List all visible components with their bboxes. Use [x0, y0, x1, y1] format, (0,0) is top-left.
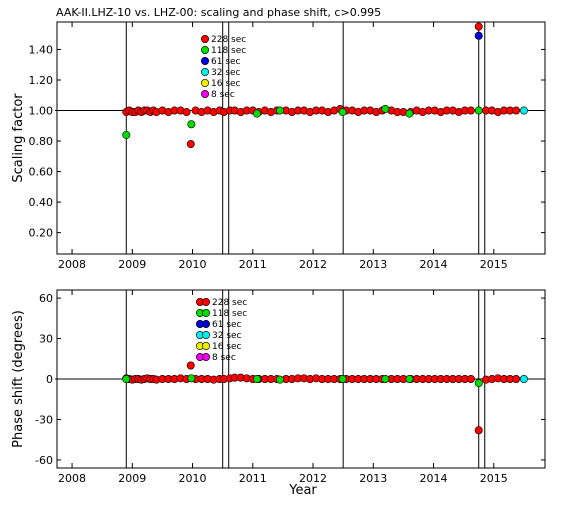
top-plot-frame — [56, 21, 546, 255]
legend-label-61: 61 sec — [211, 57, 241, 67]
top-x-tick-label: 2008 — [58, 258, 86, 271]
top-x-tick-label: 2009 — [118, 258, 146, 271]
bottom-x-tick-label: 2012 — [299, 472, 327, 485]
bottom-point-118 — [381, 374, 390, 383]
bottom-x-tick-label: 2015 — [480, 472, 508, 485]
top-y-tick-label: 0.20 — [29, 227, 54, 240]
bottom-point-118 — [122, 374, 131, 383]
legend-label-16: 16 sec — [211, 79, 241, 89]
top-point-228 — [466, 106, 475, 115]
bottom-y-tick-label: 0 — [46, 373, 53, 386]
legend-marker-61 — [201, 319, 211, 328]
bottom-point-228 — [512, 374, 521, 383]
bottom-point-118 — [338, 374, 347, 383]
bottom-point-118 — [275, 375, 284, 384]
bottom-point-118 — [474, 379, 483, 388]
legend-marker-228 — [201, 297, 211, 307]
top-point-228 — [474, 22, 483, 31]
top-x-tick-label: 2014 — [420, 258, 448, 271]
top-legend: 228 sec 118 sec 61 sec 32 sec 16 sec 8 s… — [200, 34, 246, 100]
legend-label-228: 228 sec — [211, 35, 246, 45]
top-point-228 — [512, 106, 521, 115]
top-y-tick-label: 1.20 — [29, 74, 54, 87]
bottom-y-tick-label: -30 — [35, 413, 53, 426]
legend-label-8: 8 sec — [212, 353, 236, 363]
legend-label-61: 61 sec — [212, 320, 242, 330]
top-x-tick-label: 2011 — [239, 258, 267, 271]
top-x-tick-label: 2015 — [480, 258, 508, 271]
legend-label-118: 118 sec — [212, 309, 247, 319]
legend-label-228: 228 sec — [212, 298, 247, 308]
bottom-point-228 — [474, 426, 483, 435]
top-y-tick-label: 0.40 — [29, 196, 54, 209]
legend-marker-8 — [200, 89, 210, 98]
legend-marker-32 — [201, 330, 211, 339]
bottom-x-tick-label: 2011 — [239, 472, 267, 485]
top-x-tick-label: 2012 — [299, 258, 327, 271]
top-point-118 — [122, 130, 131, 139]
top-point-61 — [474, 31, 483, 40]
bottom-point-32 — [519, 374, 528, 383]
top-x-tick-label: 2010 — [179, 258, 207, 271]
legend-marker-32 — [200, 67, 210, 76]
legend-marker-8 — [201, 352, 211, 361]
top-y-tick-label: 1.40 — [29, 43, 54, 56]
top-y-axis-label: Scaling factor — [11, 93, 26, 183]
top-plot-content: 0.20 0.40 0.60 0.80 1.00 1.20 1.40 2008 2009 2010… — [29, 22, 545, 271]
bottom-x-tick-label: 2013 — [359, 472, 387, 485]
legend-label-118: 118 sec — [211, 46, 246, 56]
legend-marker-16 — [200, 78, 210, 87]
top-point-118 — [338, 108, 347, 117]
top-x-tick-label: 2013 — [359, 258, 387, 271]
legend-marker-118 — [200, 46, 210, 55]
legend-marker-61 — [200, 56, 210, 65]
chart-title: AAK-II.LHZ-10 vs. LHZ-00: scaling and ph… — [56, 6, 381, 19]
x-axis-label: Year — [288, 483, 317, 498]
legend-marker-16 — [201, 341, 211, 350]
bottom-legend: 228 sec 118 sec 61 sec 32 sec 16 sec 8 s… — [195, 297, 247, 363]
top-point-118 — [474, 106, 483, 115]
top-y-tick-label: 0.60 — [29, 166, 54, 179]
top-y-tick-label: 1.00 — [29, 105, 54, 118]
bottom-x-tick-label: 2009 — [118, 472, 146, 485]
bottom-x-tick-label: 2014 — [420, 472, 448, 485]
legend-label-16: 16 sec — [212, 342, 242, 352]
top-point-118 — [405, 109, 414, 118]
legend-label-8: 8 sec — [211, 90, 235, 100]
bottom-point-228 — [186, 361, 195, 370]
bottom-y-tick-label: 30 — [39, 333, 53, 346]
top-point-228 — [182, 108, 191, 117]
bottom-point-118 — [253, 374, 262, 383]
top-point-118 — [275, 106, 284, 115]
bottom-point-118 — [405, 374, 414, 383]
top-point-118 — [187, 120, 196, 129]
bottom-x-tick-label: 2008 — [58, 472, 86, 485]
bottom-y-tick-label: -60 — [35, 454, 53, 467]
top-y-tick-label: 0.80 — [29, 135, 54, 148]
legend-marker-228 — [200, 34, 210, 44]
top-point-228 — [186, 140, 195, 149]
bottom-point-228 — [466, 374, 475, 383]
bottom-x-tick-label: 2010 — [179, 472, 207, 485]
top-point-32 — [519, 106, 528, 115]
legend-label-32: 32 sec — [211, 68, 241, 78]
legend-marker-118 — [201, 309, 211, 318]
bottom-point-118 — [187, 374, 196, 383]
bottom-y-axis-label: Phase shift (degrees) — [11, 310, 26, 448]
bottom-y-tick-label: 60 — [39, 292, 53, 305]
legend-label-32: 32 sec — [212, 331, 242, 341]
top-point-118 — [253, 109, 262, 118]
bottom-plot-content: -60 -30 0 30 60 2008 2009 2010 2011 2012 2013 2014 2… — [35, 290, 545, 485]
top-point-118 — [381, 105, 390, 114]
